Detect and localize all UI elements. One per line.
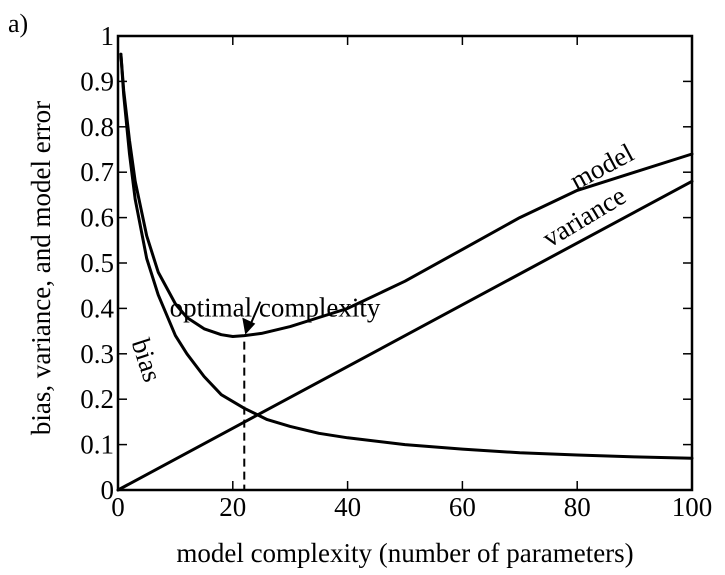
- series-line-model: [119, 52, 694, 338]
- annotation-label: optimal complexity: [170, 292, 381, 322]
- x-tick-label: 40: [334, 492, 361, 522]
- series-line-bias: [119, 52, 694, 460]
- y-tick-label: 1: [101, 21, 115, 51]
- x-tick-label: 60: [449, 492, 476, 522]
- y-tick-label: 0.4: [80, 293, 114, 323]
- x-tick-label: 100: [672, 492, 713, 522]
- y-tick-label: 0.8: [80, 112, 114, 142]
- x-axis-label: model complexity (number of parameters): [176, 538, 633, 568]
- y-tick-label: 0.7: [80, 157, 114, 187]
- x-tick-label: 80: [564, 492, 591, 522]
- y-axis-label: bias, variance, and model error: [26, 101, 56, 435]
- plot-frame: [116, 34, 694, 492]
- x-axis-ticks: 0 20 40 60 80 100: [111, 36, 712, 522]
- y-tick-label: 0.5: [80, 248, 114, 278]
- y-tick-label: 0.6: [80, 203, 114, 233]
- y-axis-ticks: 0 0.1 0.2 0.3 0.4 0.5 0.6 0.7 0.8 0.9 1: [80, 21, 692, 505]
- annotation-arrow-head: [242, 317, 256, 335]
- annotation-layer: optimal complexity: [170, 292, 381, 490]
- series-line-variance: [116, 179, 694, 492]
- y-tick-label: 0.1: [80, 430, 114, 460]
- x-tick-label: 20: [219, 492, 246, 522]
- y-tick-label: 0.3: [80, 339, 114, 369]
- y-tick-label: 0: [101, 475, 115, 505]
- y-tick-label: 0.2: [80, 384, 114, 414]
- panel-label: a): [8, 9, 28, 38]
- series-label-model: model: [565, 137, 639, 195]
- series-label-bias: bias: [126, 335, 168, 386]
- y-tick-label: 0.9: [80, 66, 114, 96]
- x-tick-label: 0: [111, 492, 125, 522]
